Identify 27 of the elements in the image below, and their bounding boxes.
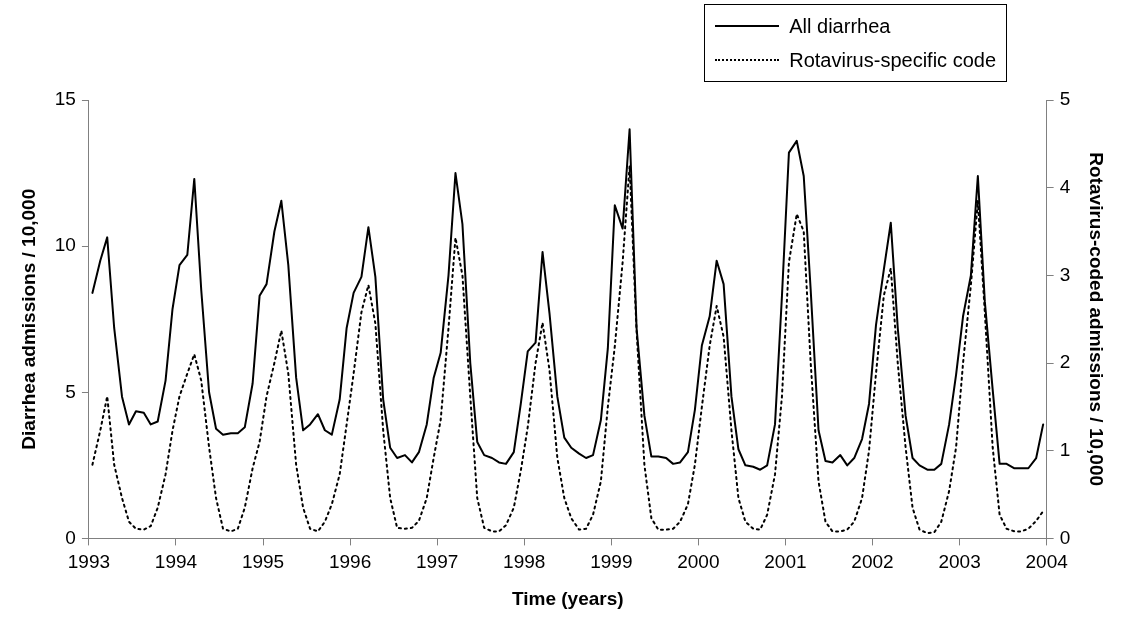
y-axis-title: Diarrhea admissions / 10,000 <box>17 188 39 450</box>
x-tick-label: 2001 <box>764 551 807 573</box>
y2-tick-label: 1 <box>1059 438 1071 460</box>
y2-tick-label: 0 <box>1059 526 1071 548</box>
x-tick-label: 1998 <box>503 551 546 573</box>
y2-axis-title: Rotavirus-coded admissions / 10,000 <box>1086 152 1108 487</box>
y-tick-label: 5 <box>65 380 76 402</box>
x-tick-label: 2003 <box>938 551 981 573</box>
x-tick-label: 1993 <box>67 551 111 573</box>
y2-tick-label: 2 <box>1059 351 1071 373</box>
y-tick-label: 15 <box>54 88 76 110</box>
x-tick-label: 1994 <box>154 551 198 573</box>
legend-label: Rotavirus-specific code <box>789 48 996 72</box>
y2-tick-label: 3 <box>1059 263 1071 285</box>
y2-tick-label: 5 <box>1059 88 1071 110</box>
y-tick-label: 0 <box>65 526 76 548</box>
legend-label: All diarrhea <box>789 14 891 38</box>
x-tick-label: 2000 <box>677 551 720 573</box>
x-tick-label: 1999 <box>590 551 633 573</box>
x-tick-label: 2004 <box>1025 551 1069 573</box>
x-tick-label: 1997 <box>416 551 459 573</box>
x-axis-title: Time (years) <box>511 587 624 609</box>
x-tick-label: 1995 <box>241 551 285 573</box>
y-tick-label: 10 <box>54 234 76 256</box>
x-tick-label: 2002 <box>851 551 894 573</box>
y2-tick-label: 4 <box>1059 175 1071 197</box>
x-tick-label: 1996 <box>328 551 372 573</box>
